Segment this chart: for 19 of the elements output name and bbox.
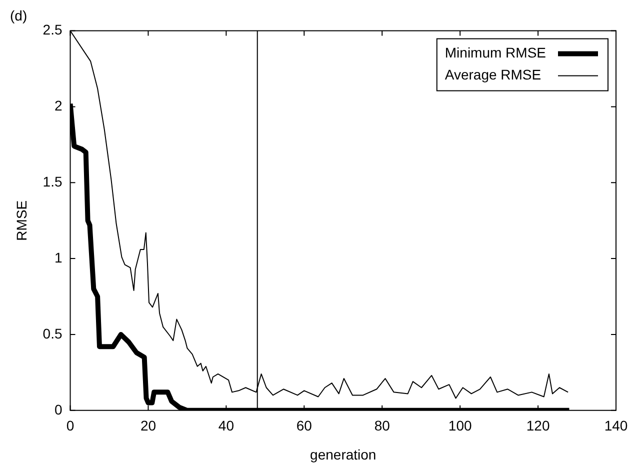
x-tick-label: 0 (66, 418, 74, 434)
y-axis-title: RMSE (13, 200, 30, 241)
y-tick-label: 1 (54, 249, 62, 266)
chart-title: (d) (10, 7, 28, 24)
y-tick-label: 2 (54, 98, 62, 114)
x-tick-label: 140 (604, 418, 628, 434)
legend-label: Average RMSE (444, 66, 542, 83)
y-tick-label: 2.5 (42, 22, 62, 38)
x-axis-title: generation (310, 446, 376, 462)
x-tick-label: 80 (374, 418, 390, 434)
y-tick-label: 0.5 (42, 325, 62, 342)
x-tick-label: 100 (448, 418, 472, 434)
x-tick-label: 120 (526, 418, 550, 434)
x-tick-label: 40 (218, 418, 234, 434)
x-tick-label: 60 (296, 418, 312, 434)
y-tick-label: 1.5 (42, 174, 62, 190)
x-tick-label: 20 (140, 418, 156, 434)
y-tick-label: 0 (54, 401, 62, 418)
legend-label: Minimum RMSE (444, 44, 546, 61)
